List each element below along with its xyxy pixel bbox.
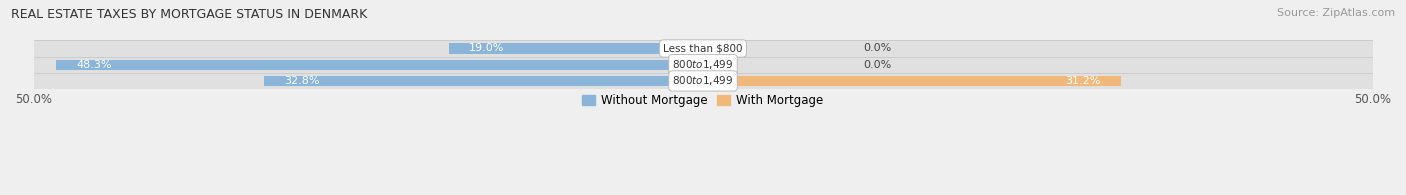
- Text: 48.3%: 48.3%: [76, 60, 112, 70]
- Text: Source: ZipAtlas.com: Source: ZipAtlas.com: [1277, 8, 1395, 18]
- Text: 31.2%: 31.2%: [1066, 76, 1101, 86]
- Bar: [34, 40, 1372, 57]
- Legend: Without Mortgage, With Mortgage: Without Mortgage, With Mortgage: [578, 89, 828, 111]
- Text: 0.0%: 0.0%: [863, 43, 891, 53]
- Bar: [56, 60, 703, 70]
- Bar: [264, 76, 703, 86]
- Text: Less than $800: Less than $800: [664, 43, 742, 53]
- Text: $800 to $1,499: $800 to $1,499: [672, 74, 734, 87]
- Text: $800 to $1,499: $800 to $1,499: [672, 58, 734, 71]
- Bar: [449, 43, 703, 53]
- Bar: [703, 76, 1121, 86]
- Text: REAL ESTATE TAXES BY MORTGAGE STATUS IN DENMARK: REAL ESTATE TAXES BY MORTGAGE STATUS IN …: [11, 8, 367, 21]
- Text: 0.0%: 0.0%: [863, 60, 891, 70]
- Text: 32.8%: 32.8%: [284, 76, 319, 86]
- Bar: [34, 57, 1372, 73]
- Bar: [34, 73, 1372, 89]
- Text: 19.0%: 19.0%: [468, 43, 503, 53]
